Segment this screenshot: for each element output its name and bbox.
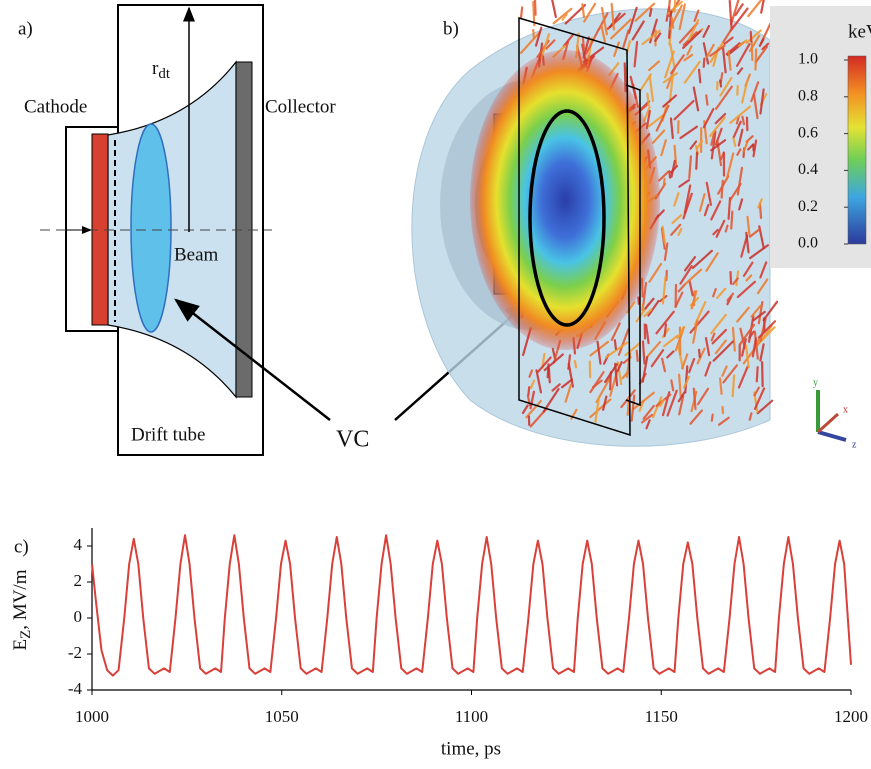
particle-track	[730, 272, 731, 284]
particle-track	[647, 94, 648, 106]
triad-label: y	[813, 377, 818, 388]
particle-track	[742, 117, 744, 124]
panel-label: b)	[443, 18, 459, 39]
particle-track	[679, 375, 681, 396]
particle-track	[675, 0, 676, 12]
particle-track	[664, 179, 665, 185]
label: rdt	[152, 58, 171, 82]
particle-track	[582, 4, 584, 17]
x-tick-label: 1050	[265, 707, 299, 726]
particle-track	[696, 153, 697, 169]
particle-track	[669, 171, 670, 177]
vc-ellipse	[131, 124, 171, 332]
y-axis-label: EZ, MV/m	[10, 569, 34, 650]
particle-track	[731, 212, 732, 229]
panel-label: c)	[14, 536, 29, 557]
panel-label: a)	[18, 18, 33, 39]
particle-track	[720, 378, 721, 394]
particle-track	[650, 9, 651, 16]
particle-track	[761, 0, 765, 13]
particle-track	[752, 42, 753, 60]
x-tick-label: 1200	[834, 707, 868, 726]
x-axis-label: time, ps	[441, 738, 501, 759]
particle-track	[665, 324, 666, 336]
particle-track	[552, 0, 556, 17]
particle-track	[722, 181, 723, 198]
y-tick-label: -4	[68, 679, 83, 698]
y-tick-label: 4	[74, 535, 83, 554]
particle-track	[521, 7, 522, 17]
particle-track	[637, 351, 638, 361]
particle-track	[733, 375, 734, 396]
label-sub: dt	[158, 66, 171, 82]
particle-track	[699, 350, 700, 357]
label: Collector	[265, 96, 336, 117]
triad-label: x	[843, 404, 848, 415]
axes-triad: x y z	[813, 377, 857, 450]
y-axis-label: E	[10, 639, 31, 651]
colorbar-tick-label: 0.2	[798, 198, 818, 215]
energy-field	[470, 50, 660, 350]
y-tick-label: 0	[74, 607, 83, 626]
colorbar-tick-label: 0.0	[798, 235, 818, 252]
particle-track	[628, 397, 629, 415]
colorbar-title: keV	[848, 21, 871, 42]
particle-track	[699, 70, 700, 83]
particle-track	[535, 0, 536, 15]
triad-label: z	[852, 439, 857, 450]
y-tick-label: 2	[74, 571, 83, 590]
particle-track	[575, 361, 576, 367]
particle-track	[757, 367, 758, 381]
particle-track	[642, 304, 643, 310]
y-axis-label-sub: Z	[18, 630, 34, 639]
particle-track	[643, 341, 644, 363]
label: Beam	[174, 244, 219, 265]
triad-axis	[818, 432, 846, 440]
particle-track	[720, 80, 721, 86]
colorbar	[848, 56, 866, 244]
particle-track	[712, 415, 713, 421]
line-chart: c) time, ps EZ, MV/m -4 -2 0 2 4 1000 1050 1100…	[10, 528, 868, 759]
label: Drift tube	[131, 424, 205, 445]
simulation-render: b) keV x y z 1.0 0.8 0.6 0.4 0.2 0.0	[412, 0, 871, 450]
triad-axis	[818, 414, 838, 432]
particle-track	[755, 49, 756, 69]
colorbar-tick-label: 1.0	[798, 51, 818, 68]
particle-track	[528, 387, 529, 395]
colorbar-tick-label: 0.4	[798, 161, 818, 178]
y-axis-label: , MV/m	[10, 569, 31, 629]
x-tick-label: 1100	[455, 707, 488, 726]
label: VC	[336, 427, 369, 453]
label: Cathode	[24, 96, 87, 117]
data-line	[92, 535, 851, 675]
particle-track	[704, 59, 705, 67]
y-tick-label: -2	[68, 643, 82, 662]
particle-track	[706, 95, 707, 104]
particle-track	[533, 30, 534, 38]
colorbar-tick-label: 0.6	[798, 124, 818, 141]
particle-track	[583, 39, 584, 49]
figure: a) Cathode Collector rdt Beam Drift tube…	[0, 0, 871, 769]
x-tick-label: 1000	[75, 707, 109, 726]
particle-track	[615, 340, 616, 349]
x-tick-label: 1150	[645, 707, 678, 726]
colorbar-tick-label: 0.8	[798, 87, 818, 104]
particle-track	[751, 32, 752, 42]
particle-track	[762, 362, 763, 386]
